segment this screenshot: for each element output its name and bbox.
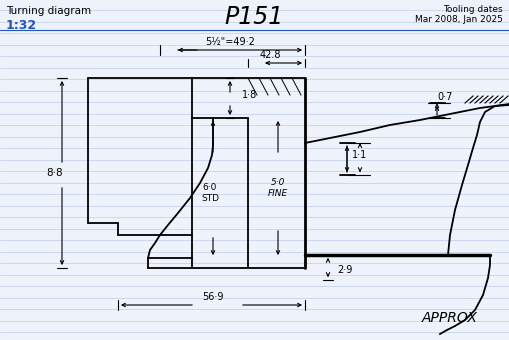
Text: 0·7: 0·7 (437, 92, 453, 102)
Text: 5·0
FINE: 5·0 FINE (268, 178, 288, 198)
Text: Turning diagram: Turning diagram (6, 6, 91, 16)
Text: 42.8: 42.8 (259, 50, 281, 60)
Text: 56·9: 56·9 (202, 292, 224, 302)
Text: 6·0
STD: 6·0 STD (201, 183, 219, 203)
Text: 5½"=49·2: 5½"=49·2 (205, 37, 255, 47)
Text: P151: P151 (224, 5, 284, 29)
Text: 1·1: 1·1 (352, 150, 367, 160)
Text: 1:32: 1:32 (6, 19, 37, 32)
Text: APPROX: APPROX (422, 311, 478, 325)
Text: Tooling dates
Mar 2008, Jan 2025: Tooling dates Mar 2008, Jan 2025 (415, 5, 503, 24)
Text: 8·8: 8·8 (47, 168, 63, 178)
Text: 1·8: 1·8 (242, 90, 257, 100)
Text: 2·9: 2·9 (337, 265, 353, 275)
